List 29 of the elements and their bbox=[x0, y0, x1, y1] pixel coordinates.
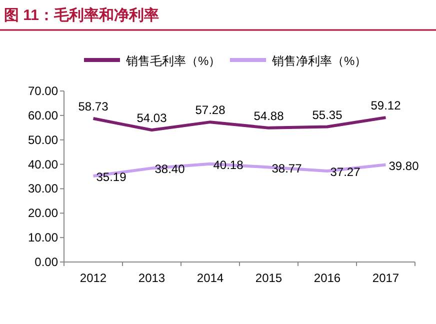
data-label: 57.28 bbox=[195, 103, 226, 118]
y-tick-label: 20.00 bbox=[28, 206, 58, 220]
legend-label: 销售净利率（%） bbox=[271, 54, 367, 68]
data-label: 37.27 bbox=[330, 164, 361, 179]
data-label: 55.35 bbox=[312, 108, 343, 122]
y-tick-label: 70.00 bbox=[28, 84, 58, 98]
data-label: 35.19 bbox=[96, 170, 127, 184]
x-tick-label: 2012 bbox=[80, 271, 107, 285]
x-tick-label: 2014 bbox=[196, 271, 224, 285]
x-tick-label: 2015 bbox=[255, 271, 282, 285]
x-tick-label: 2017 bbox=[372, 271, 400, 285]
legend-label: 销售毛利率（%） bbox=[125, 54, 221, 68]
data-label: 54.03 bbox=[136, 111, 168, 126]
y-tick-label: 40.00 bbox=[28, 157, 58, 172]
data-label: 54.88 bbox=[254, 108, 284, 123]
x-tick-label: 2013 bbox=[138, 271, 166, 285]
y-tick-label: 60.00 bbox=[28, 108, 58, 122]
y-tick-label: 30.00 bbox=[28, 182, 58, 196]
y-tick-label: 10.00 bbox=[28, 230, 58, 245]
x-tick-label: 2016 bbox=[314, 271, 341, 285]
data-label: 40.18 bbox=[213, 158, 244, 172]
data-label: 38.40 bbox=[154, 162, 186, 176]
data-label: 59.12 bbox=[370, 98, 402, 113]
data-label: 58.73 bbox=[78, 100, 109, 114]
chart-title: 图 11：毛利率和净利率 bbox=[4, 6, 160, 24]
data-label: 38.77 bbox=[272, 161, 302, 176]
data-label: 39.80 bbox=[388, 158, 420, 173]
y-tick-label: 0.00 bbox=[34, 255, 58, 269]
y-tick-label: 50.00 bbox=[28, 132, 58, 147]
